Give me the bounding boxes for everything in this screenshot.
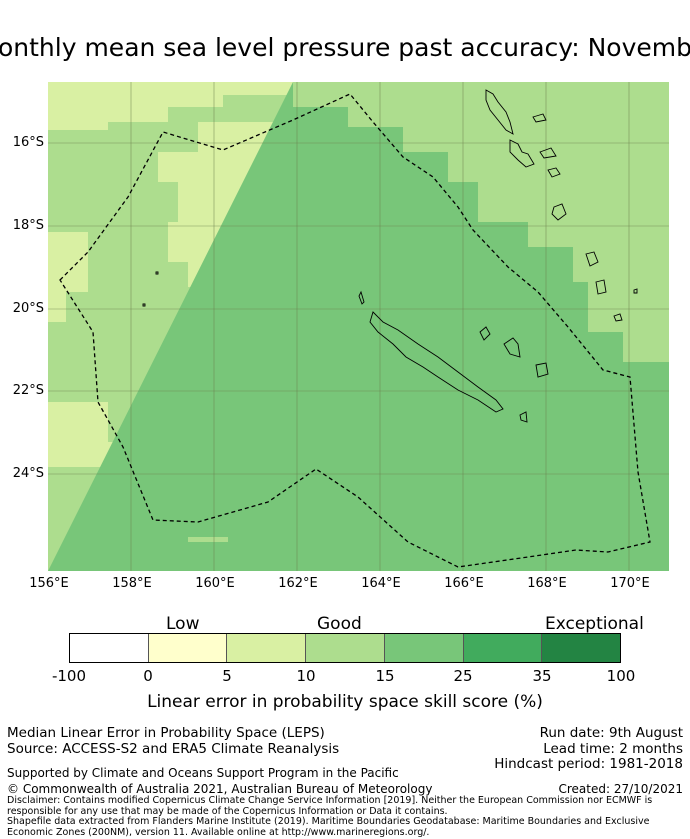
colorbar-tick: 25 [453, 667, 473, 685]
colorbar-title: Linear error in probability space skill … [147, 692, 543, 712]
lon-label: 162°E [278, 576, 318, 591]
created-date: Created: 27/10/2021 [558, 782, 683, 796]
support-text: Supported by Climate and Oceans Support … [7, 766, 399, 780]
lon-label: 166°E [444, 576, 484, 591]
colorbar-swatch [70, 634, 148, 662]
colorbar-tick: 35 [532, 667, 552, 685]
colorbar-swatch [462, 634, 542, 662]
colorbar-tick: -100 [51, 667, 87, 685]
hindcast-period: Hindcast period: 1981-2018 [494, 756, 683, 772]
lat-label: 16°S [12, 135, 44, 150]
colorbar-tick: 0 [143, 667, 153, 685]
colorbar-tick: 5 [222, 667, 232, 685]
colorbar-swatch [383, 634, 463, 662]
source-text: Source: ACCESS-S2 and ERA5 Climate Reana… [7, 741, 340, 757]
run-date: Run date: 9th August [539, 725, 683, 741]
colorbar-tick: 15 [375, 667, 395, 685]
lat-label: 22°S [12, 383, 44, 398]
lon-label: 170°E [610, 576, 650, 591]
colorbar-swatch [147, 634, 227, 662]
lon-label: 160°E [195, 576, 235, 591]
disclaimer-text: Disclaimer: Contains modified Copernicus… [7, 795, 653, 817]
map-title: onthly mean sea level pressure past accu… [0, 33, 690, 62]
lat-label: 20°S [12, 301, 44, 316]
colorbar-swatch [541, 634, 621, 662]
colorbar-swatch [305, 634, 384, 662]
category-good: Good [317, 614, 362, 634]
graticule [48, 82, 669, 571]
method-text: Median Linear Error in Probability Space… [7, 725, 325, 741]
lat-label: 18°S [12, 218, 44, 233]
colorbar [69, 633, 621, 663]
lead-time: Lead time: 2 months [543, 741, 683, 757]
coastlines [142, 89, 638, 423]
lon-label: 164°E [361, 576, 401, 591]
skill-map-canvas [48, 82, 669, 571]
eez-boundary [59, 93, 651, 568]
copyright-text: © Commonwealth of Australia 2021, Austra… [7, 782, 433, 796]
colorbar-tick: 10 [296, 667, 316, 685]
lon-label: 158°E [112, 576, 152, 591]
skill-region-very-good [48, 82, 669, 571]
colorbar-swatch [226, 634, 306, 662]
category-exceptional: Exceptional [545, 614, 644, 634]
category-low: Low [166, 614, 200, 634]
vanuatu-outline [485, 89, 514, 135]
lon-label: 156°E [29, 576, 69, 591]
skill-map [48, 82, 669, 571]
new-caledonia-outline [369, 311, 504, 413]
shapefile-credit: Shapefile data extracted from Flanders M… [7, 816, 650, 838]
lon-label: 168°E [527, 576, 567, 591]
lat-label: 24°S [12, 466, 44, 481]
colorbar-tick: 100 [606, 667, 636, 685]
